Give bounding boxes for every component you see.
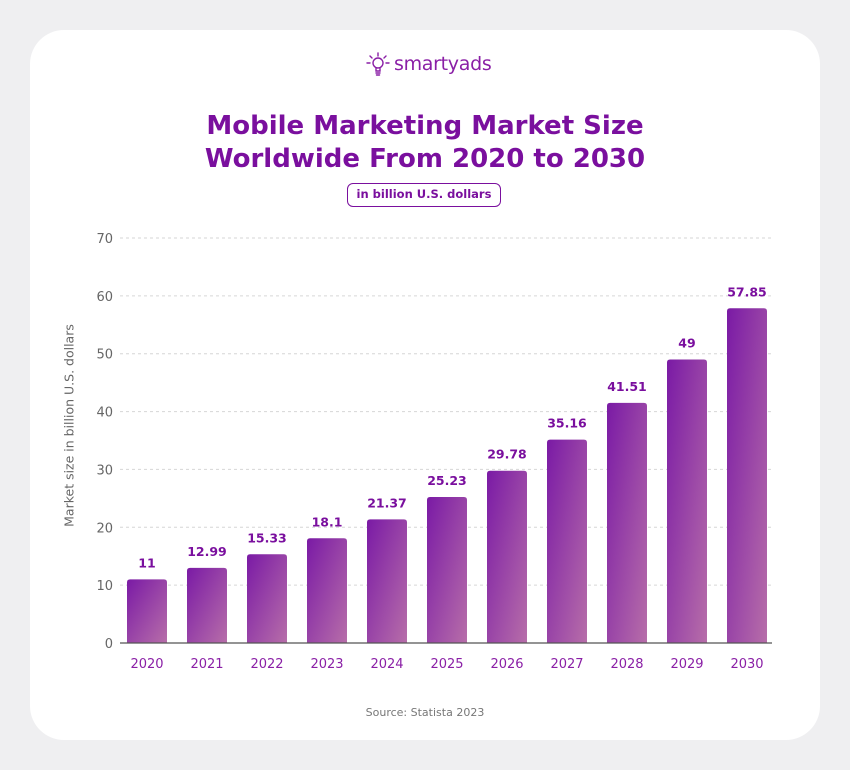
data-label: 49 [678,336,695,351]
x-tick-label: 2025 [430,657,463,672]
title-line-2: Worldwide From 2020 to 2030 [204,144,646,174]
data-label: 21.37 [367,495,407,510]
y-tick-label: 0 [105,637,113,652]
bar-2025 [427,497,467,643]
y-tick-label: 70 [96,232,113,247]
bar-2022 [247,554,287,643]
bar-2029 [667,359,707,643]
x-tick-label: 2029 [670,657,703,672]
data-label: 35.16 [547,416,587,431]
x-tick-label: 2021 [190,657,223,672]
data-label: 12.99 [187,544,227,559]
title-line-1: Mobile Marketing Market Size [206,111,644,141]
data-label: 18.1 [312,514,343,529]
y-tick-label: 30 [96,463,113,478]
source-note: Source: Statista 2023 [365,706,485,719]
data-label: 11 [138,555,155,570]
bar-2027 [547,439,587,643]
bar-2023 [307,538,347,643]
data-label: 41.51 [607,379,647,394]
lightbulb-icon [366,52,390,76]
x-tick-label: 2026 [490,657,523,672]
data-label: 57.85 [727,284,767,299]
data-label: 25.23 [427,473,467,488]
unit-badge: in billion U.S. dollars [347,183,501,207]
x-tick-label: 2028 [610,657,643,672]
data-label: 29.78 [487,447,527,462]
y-tick-label: 60 [96,290,113,305]
bar-2030 [727,308,767,643]
y-tick-label: 40 [96,406,113,421]
y-tick-label: 10 [96,579,113,594]
y-tick-label: 50 [96,348,113,363]
x-tick-label: 2027 [550,657,583,672]
bar-2024 [367,519,407,643]
bar-2026 [487,470,527,643]
x-tick-label: 2022 [250,657,283,672]
x-tick-label: 2030 [730,657,763,672]
x-tick-label: 2020 [130,657,163,672]
chart-title: Mobile Marketing Market Size Worldwide F… [0,110,850,176]
x-tick-label: 2024 [370,657,403,672]
bar-2028 [607,402,647,643]
y-tick-label: 20 [96,521,113,536]
bar-2020 [127,579,167,643]
bar-2021 [187,567,227,643]
x-tick-label: 2023 [310,657,343,672]
brand-logo: smartyads [366,50,492,78]
data-label: 15.33 [247,530,287,545]
brand-name: smartyads [394,53,492,75]
